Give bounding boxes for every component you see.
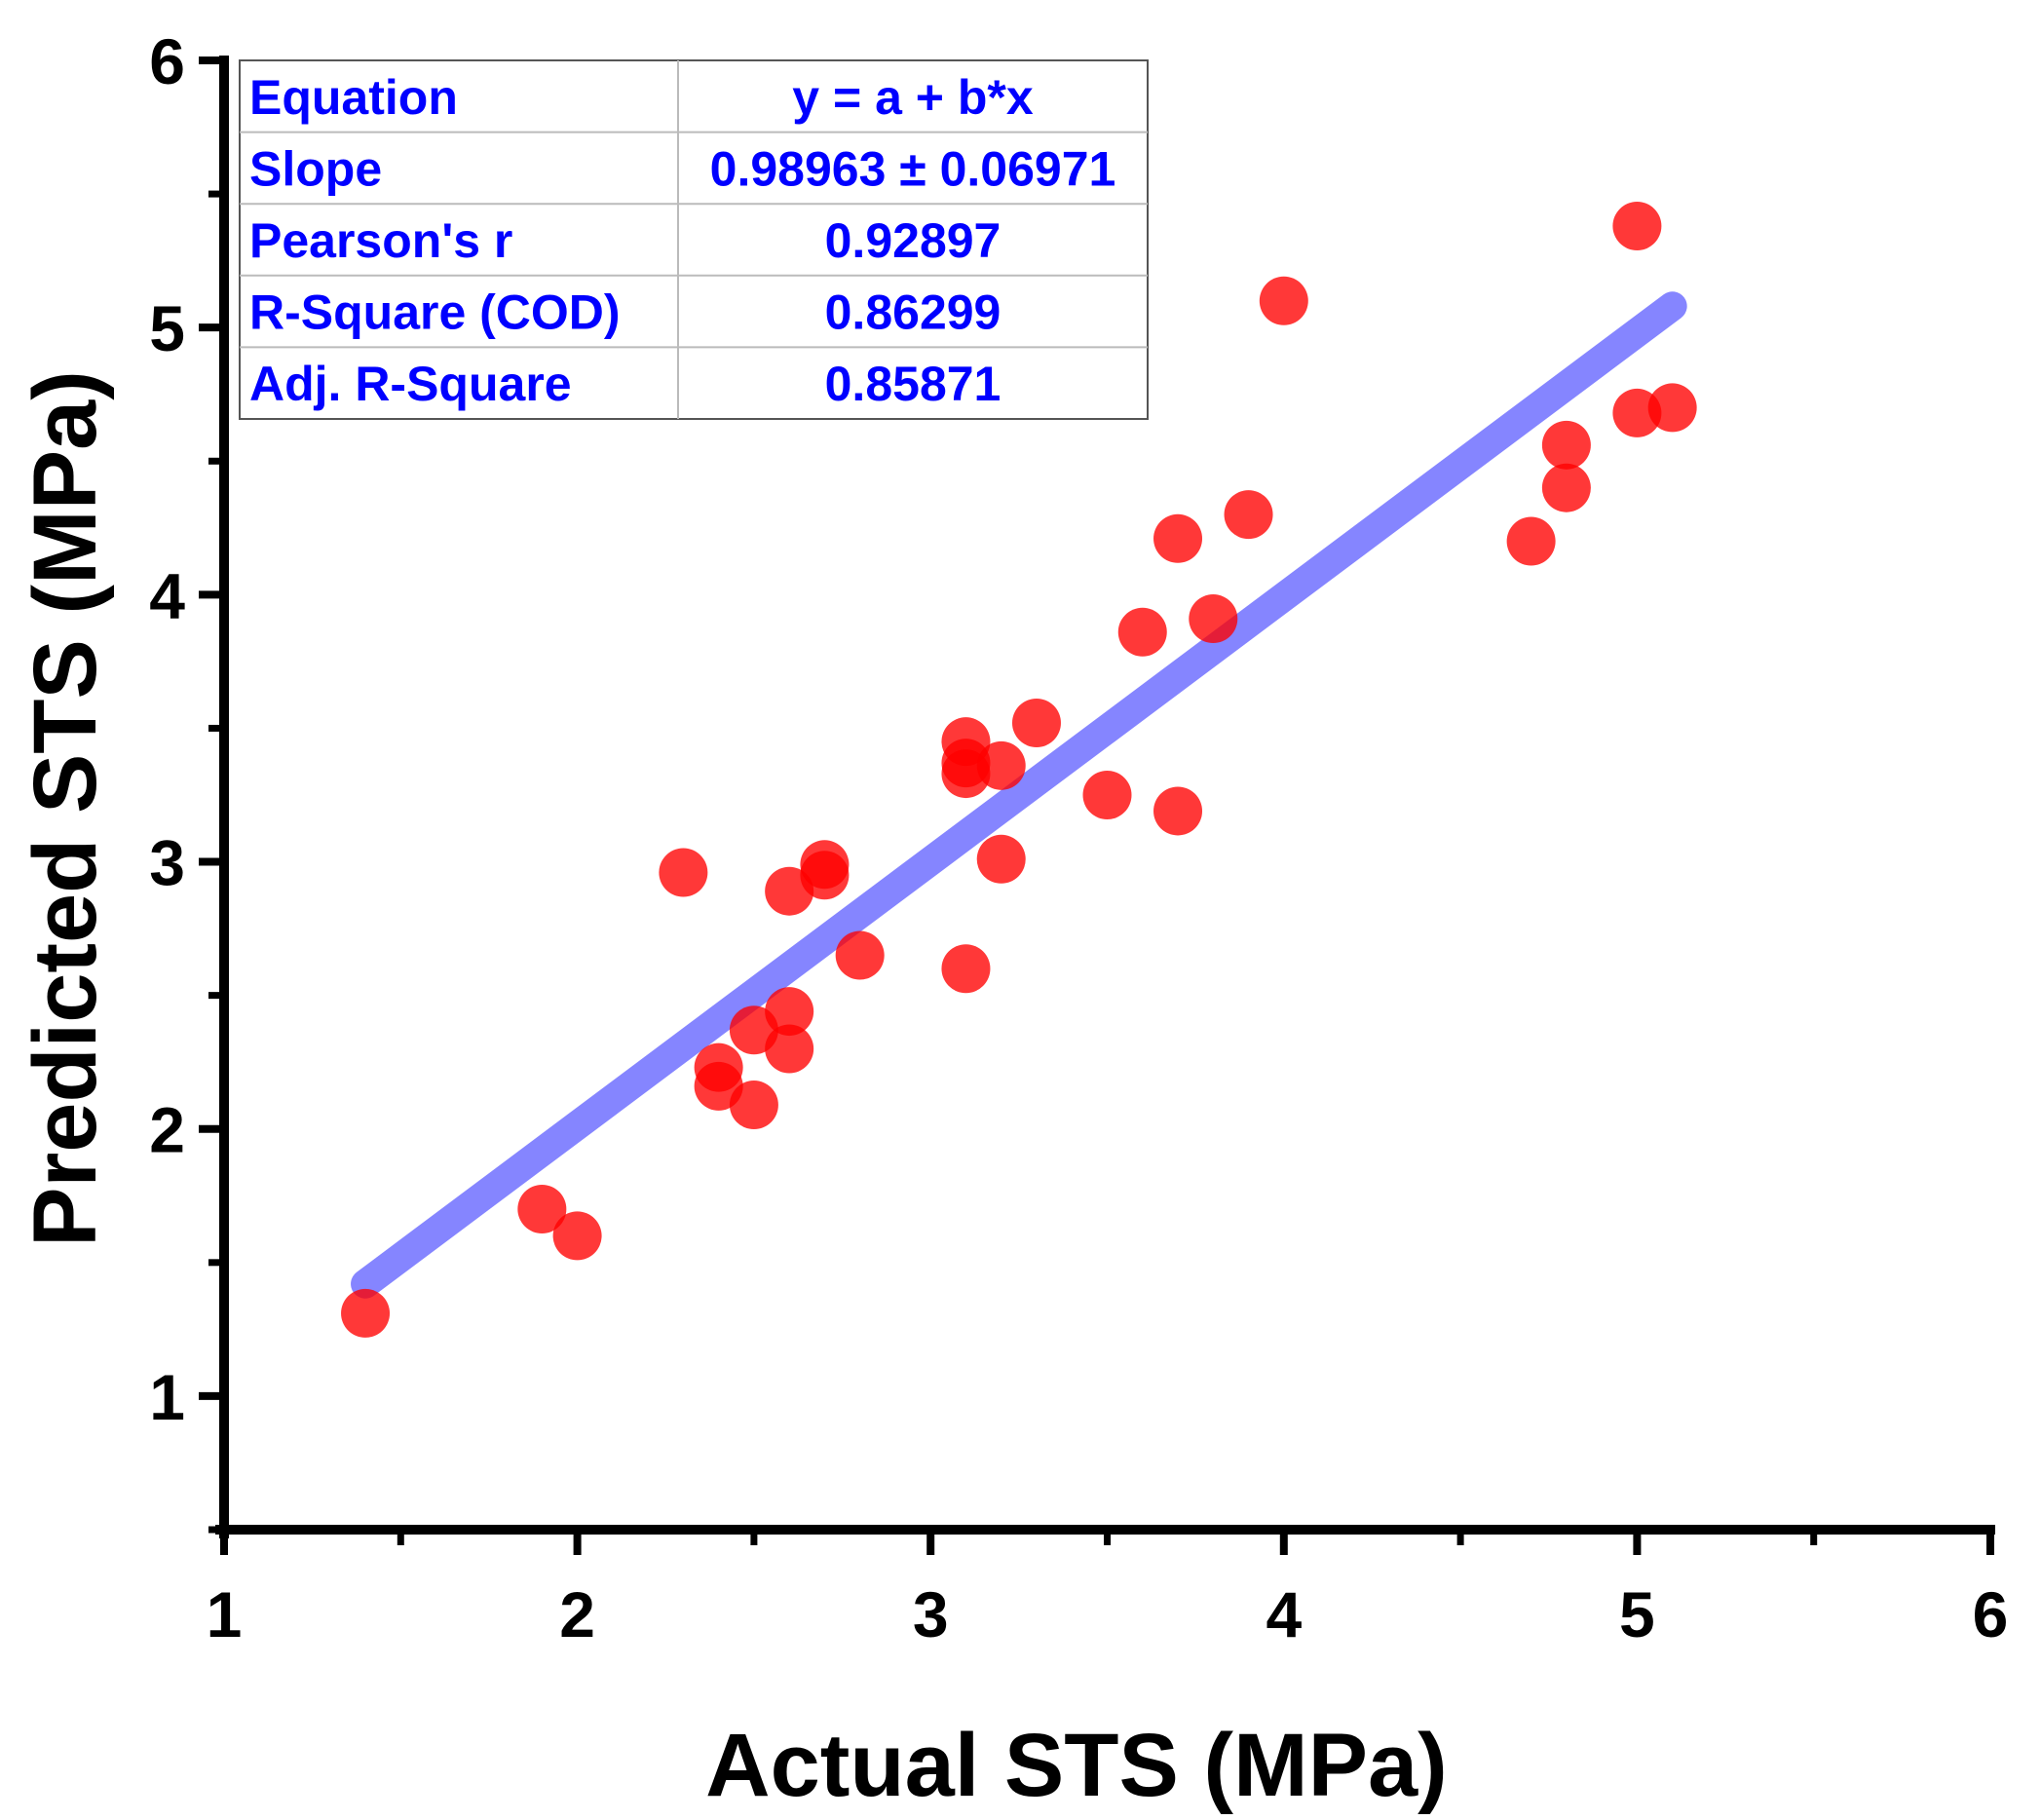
data-point: [1117, 607, 1167, 657]
data-point: [941, 739, 991, 788]
data-point: [835, 930, 885, 980]
y-tick-label: 5: [149, 292, 185, 364]
y-tick-label: 6: [149, 25, 185, 97]
data-point: [1541, 420, 1591, 470]
data-point: [976, 834, 1026, 884]
stats-value: 0.98963 ± 0.06971: [710, 141, 1116, 196]
data-point: [1541, 463, 1591, 512]
stats-label: Slope: [249, 141, 382, 196]
stats-label: Adj. R-Square: [249, 357, 572, 411]
x-tick-label: 4: [1266, 1578, 1302, 1650]
x-tick-label: 3: [913, 1578, 949, 1650]
data-point: [341, 1288, 391, 1338]
data-point: [1011, 698, 1061, 747]
stats-label: Pearson's r: [249, 213, 512, 268]
stats-value: 0.85871: [825, 357, 1002, 411]
stats-value: 0.86299: [825, 285, 1002, 340]
data-point: [659, 848, 708, 897]
y-tick-label: 4: [149, 559, 185, 631]
data-points-layer: [341, 201, 1697, 1338]
data-point: [1153, 786, 1203, 836]
data-point: [1506, 516, 1556, 566]
x-tick-label: 2: [559, 1578, 595, 1650]
stats-label: Equation: [249, 70, 458, 125]
data-point: [1647, 383, 1697, 433]
data-point: [1082, 771, 1132, 819]
data-point: [976, 740, 1026, 790]
stats-value: 0.92897: [825, 213, 1002, 268]
fit-line-layer: [351, 291, 1687, 1299]
data-point: [1612, 201, 1662, 250]
y-tick-label: 1: [149, 1361, 185, 1433]
data-point: [1153, 513, 1203, 563]
stats-table-frame: [239, 59, 1149, 420]
data-point: [729, 1081, 778, 1130]
y-axis-title: Predicted STS (MPa): [16, 370, 115, 1247]
x-tick-label: 1: [207, 1578, 243, 1650]
data-point: [765, 987, 814, 1037]
stats-table: Equation y = a + b*x Slope 0.98963 ± 0.0697…: [239, 59, 1149, 420]
x-axis-title: Actual STS (MPa): [705, 1716, 1448, 1815]
x-tick-label: 5: [1619, 1578, 1655, 1650]
data-point: [1259, 276, 1308, 325]
stats-value: y = a + b*x: [792, 70, 1034, 125]
axes: 1 2 3 4 5 6 1 2 3 4 5 6: [149, 25, 2008, 1650]
data-point: [941, 944, 991, 994]
data-point: [1224, 490, 1273, 540]
data-point: [765, 1024, 814, 1074]
x-tick-label: 6: [1973, 1578, 2009, 1650]
fit-line: [351, 291, 1687, 1299]
stats-label: R-Square (COD): [249, 285, 621, 340]
data-point: [800, 840, 850, 890]
y-tick-label: 3: [149, 827, 185, 899]
data-point: [552, 1211, 602, 1261]
data-point: [517, 1184, 567, 1233]
y-tick-label: 2: [149, 1094, 185, 1166]
data-point: [1189, 594, 1238, 644]
